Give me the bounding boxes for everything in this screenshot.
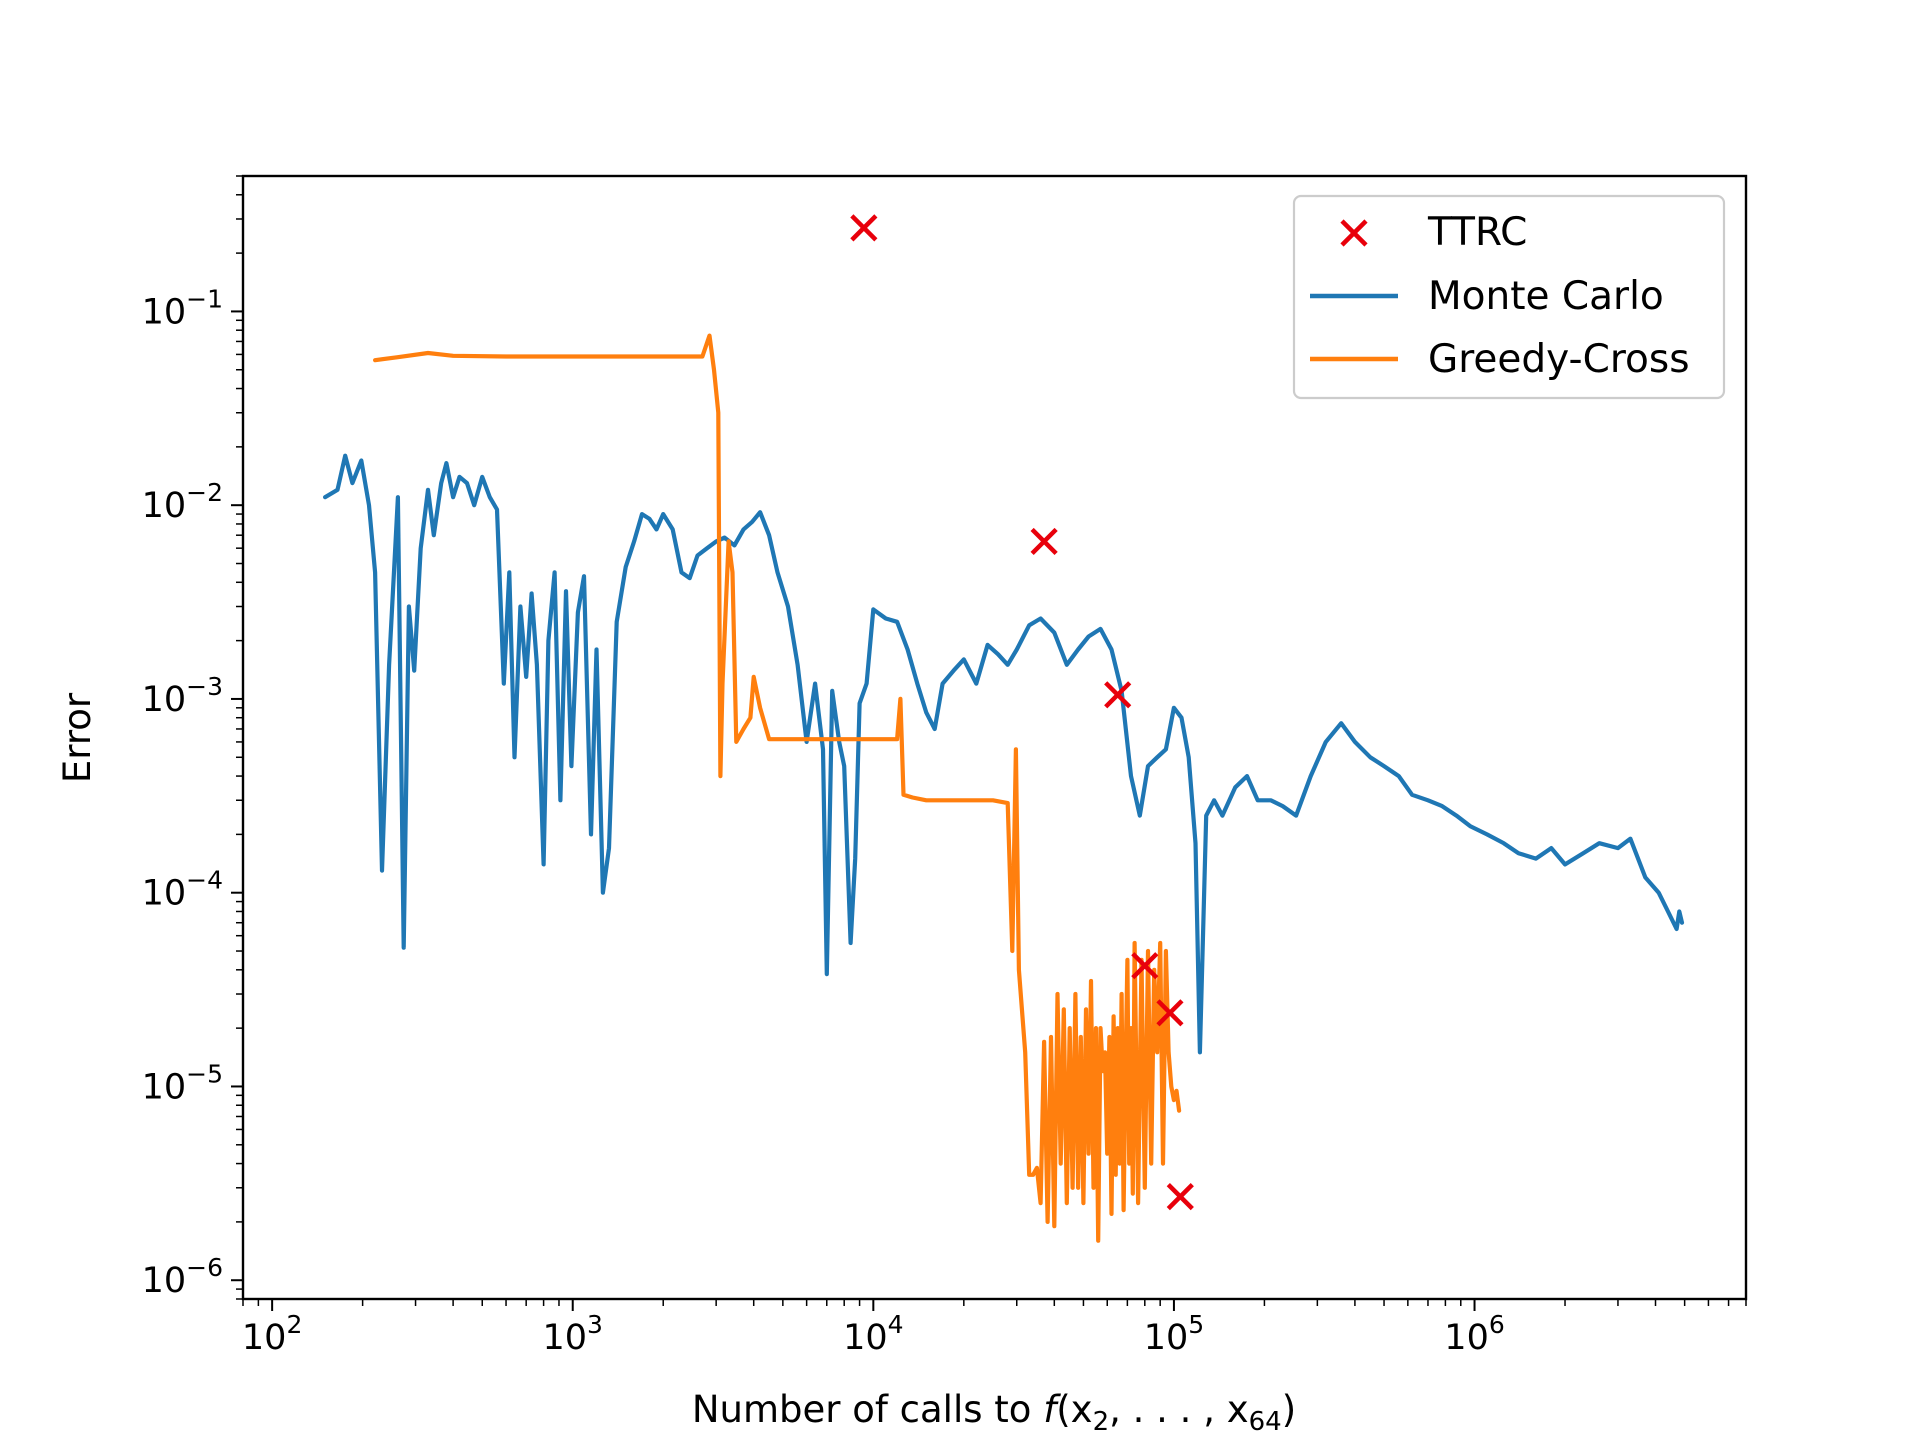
x-tick-label-4: 106 <box>1444 1310 1504 1358</box>
data-point-ttrc-0 <box>850 214 878 242</box>
data-point-ttrc-3 <box>1131 952 1159 980</box>
x-axis-label-prefix: Number of calls to <box>692 1388 1043 1431</box>
data-point-ttrc-4 <box>1156 999 1184 1027</box>
legend-marker-ttrc <box>1340 219 1368 247</box>
legend-label-monte-carlo: Monte Carlo <box>1428 274 1664 319</box>
series-line-greedy-cross <box>373 333 1182 1243</box>
y-tick-label-5: 10−1 <box>142 284 223 332</box>
legend-label-greedy-cross: Greedy-Cross <box>1428 337 1690 382</box>
data-point-ttrc-1 <box>1030 527 1058 556</box>
x-axis-label: Number of calls to f(x2, . . . , x64) <box>692 1388 1296 1437</box>
y-tick-label-3: 10−3 <box>142 672 223 720</box>
y-axis-label: Error <box>56 692 99 783</box>
x-tick-label-3: 105 <box>1144 1310 1204 1358</box>
y-tick-label-4: 10−2 <box>142 478 223 526</box>
legend-label-ttrc: TTRC <box>1427 210 1527 255</box>
plot-area <box>323 214 1685 1243</box>
x-axis-label-sub1: 2 <box>1093 1407 1110 1437</box>
series-line-monte-carlo <box>323 453 1685 1055</box>
x-tick-label-2: 104 <box>843 1310 903 1358</box>
legend-box <box>1292 194 1726 400</box>
x-axis-label-sub2: 64 <box>1249 1407 1282 1437</box>
data-point-ttrc-5 <box>1166 1183 1194 1211</box>
axis-ticks: 102 103 104 105 106 10−6 10−5 10−4 10−3 10−2 10−1 <box>142 175 1747 1358</box>
x-tick-label-0: 102 <box>242 1310 302 1358</box>
legend: TTRC Monte Carlo Greedy-Cross <box>1292 194 1726 400</box>
y-tick-label-0: 10−6 <box>142 1253 223 1301</box>
plot-frame <box>241 174 1748 1301</box>
y-tick-label-1: 10−5 <box>142 1059 223 1107</box>
data-point-ttrc-2 <box>1104 681 1132 709</box>
x-tick-label-1: 103 <box>543 1310 603 1358</box>
x-axis-label-args: (x <box>1056 1388 1092 1431</box>
y-tick-label-2: 10−4 <box>142 866 223 914</box>
x-axis-label-mid: , . . . , x <box>1109 1388 1249 1431</box>
x-axis-label-suffix: ) <box>1282 1388 1296 1431</box>
